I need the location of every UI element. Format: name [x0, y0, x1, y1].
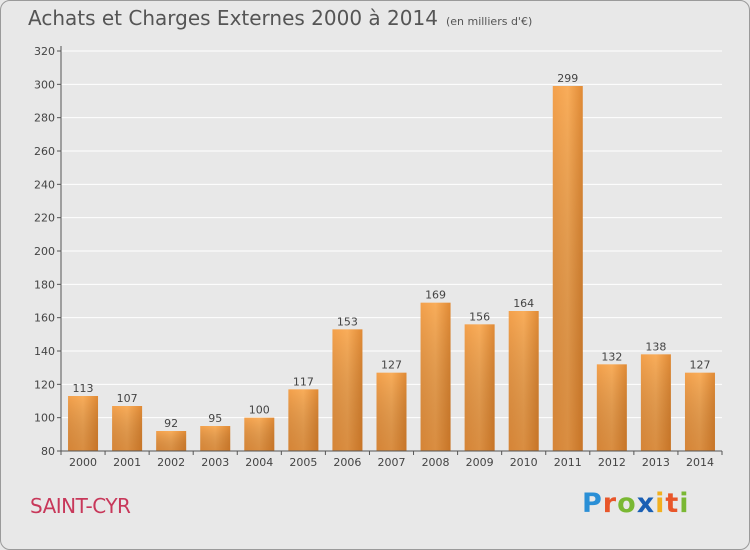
- x-tick-label-2011: 2011: [554, 456, 582, 469]
- bar-shade-2010: [508, 311, 539, 451]
- y-tick-label: 120: [34, 378, 55, 391]
- bar-shade-2014: [684, 372, 715, 451]
- bar-shade-2003: [200, 426, 231, 451]
- title-unit: (en milliers d'€): [445, 15, 533, 28]
- title-text: Achats et Charges Externes 2000 à 2014: [28, 6, 438, 30]
- x-tick-label-2013: 2013: [642, 456, 670, 469]
- y-tick-label: 280: [34, 112, 55, 125]
- bar-shade-2001: [112, 406, 143, 451]
- value-label-2008: 169: [425, 289, 446, 302]
- value-label-2012: 132: [601, 350, 622, 363]
- grid-lines: [61, 50, 722, 419]
- x-tick-label-2009: 2009: [466, 456, 494, 469]
- y-tick-label: 300: [34, 78, 55, 91]
- bars: [68, 86, 715, 451]
- bar-shade-2011: [552, 86, 583, 451]
- y-tick-label: 140: [34, 345, 55, 358]
- x-tick-label-2002: 2002: [157, 456, 185, 469]
- bar-shade-2005: [288, 389, 319, 451]
- x-tick-label-2010: 2010: [510, 456, 538, 469]
- chart-title: Achats et Charges Externes 2000 à 2014 (e…: [28, 6, 532, 30]
- value-label-2009: 156: [469, 310, 490, 323]
- value-label-2013: 138: [645, 340, 666, 353]
- bar-shade-2006: [332, 329, 363, 451]
- y-tick-label: 240: [34, 178, 55, 191]
- x-tick-label-2004: 2004: [245, 456, 273, 469]
- value-label-2007: 127: [381, 359, 402, 372]
- x-tick-label-2007: 2007: [378, 456, 406, 469]
- bar-shade-2013: [640, 354, 671, 451]
- axes: 80 100 120 140 160 180 200 220 240 260 280 300 320 20…: [34, 45, 723, 469]
- x-tick-label-2003: 2003: [201, 456, 229, 469]
- value-label-2002: 92: [164, 417, 178, 430]
- y-tick-label: 200: [34, 245, 55, 258]
- bar-shade-2008: [420, 302, 451, 451]
- bar-shade-2000: [68, 396, 99, 451]
- value-label-2006: 153: [337, 315, 358, 328]
- value-label-2001: 107: [117, 392, 138, 405]
- value-label-2005: 117: [293, 375, 314, 388]
- x-tick-label-2000: 2000: [69, 456, 97, 469]
- bar-shade-2004: [244, 417, 275, 451]
- bar-shade-2012: [596, 364, 627, 451]
- proxiti-logo[interactable]: Proxiti: [582, 488, 690, 519]
- y-tick-label: 320: [34, 45, 55, 58]
- value-label-2014: 127: [689, 359, 710, 372]
- value-label-2003: 95: [208, 412, 222, 425]
- y-tick-label: 100: [34, 412, 55, 425]
- y-tick-label: 180: [34, 278, 55, 291]
- y-tick-label: 80: [41, 445, 55, 458]
- bar-shade-2002: [156, 431, 187, 451]
- y-tick-label: 260: [34, 145, 55, 158]
- x-tick-label-2014: 2014: [686, 456, 714, 469]
- city-name: SAINT-CYR: [30, 494, 131, 518]
- x-tick-label-2001: 2001: [113, 456, 141, 469]
- value-label-2004: 100: [249, 404, 270, 417]
- value-labels: 113 107 92 95 100 117 153 127 169 156 164 299 132 138…: [73, 72, 711, 430]
- bar-shade-2009: [464, 324, 495, 451]
- y-tick-label: 160: [34, 312, 55, 325]
- value-label-2000: 113: [73, 382, 94, 395]
- value-label-2011: 299: [557, 72, 578, 85]
- x-tick-label-2008: 2008: [422, 456, 450, 469]
- bar-shade-2007: [376, 372, 407, 451]
- value-label-2010: 164: [513, 297, 534, 310]
- y-tick-label: 220: [34, 212, 55, 225]
- x-tick-label-2012: 2012: [598, 456, 626, 469]
- x-tick-label-2006: 2006: [333, 456, 361, 469]
- x-tick-label-2005: 2005: [289, 456, 317, 469]
